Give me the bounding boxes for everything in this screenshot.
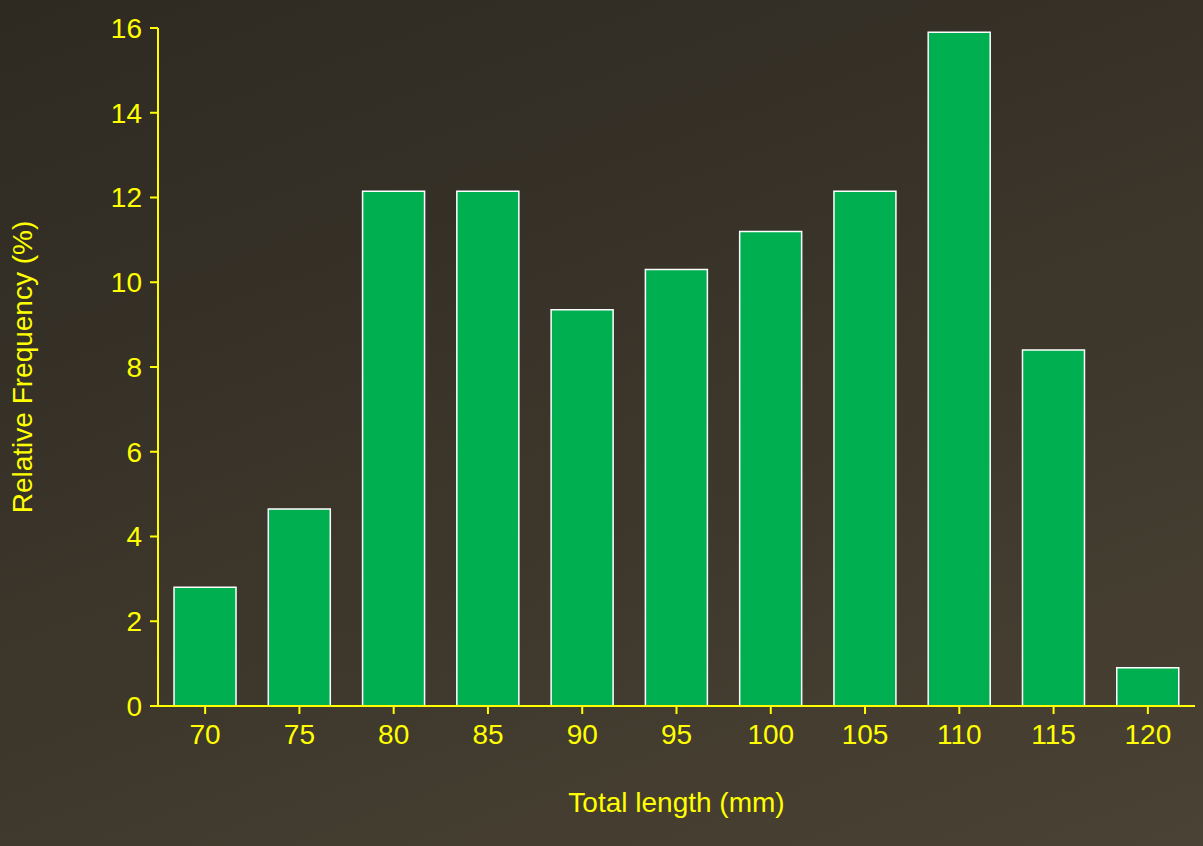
svg-text:75: 75 bbox=[284, 719, 315, 750]
svg-text:80: 80 bbox=[378, 719, 409, 750]
svg-text:10: 10 bbox=[111, 267, 142, 298]
svg-text:100: 100 bbox=[747, 719, 794, 750]
svg-text:120: 120 bbox=[1125, 719, 1172, 750]
svg-text:4: 4 bbox=[126, 521, 142, 552]
svg-text:85: 85 bbox=[472, 719, 503, 750]
svg-text:95: 95 bbox=[661, 719, 692, 750]
svg-text:8: 8 bbox=[126, 352, 142, 383]
svg-text:14: 14 bbox=[111, 98, 142, 129]
svg-text:12: 12 bbox=[111, 182, 142, 213]
svg-text:115: 115 bbox=[1031, 719, 1076, 750]
svg-text:105: 105 bbox=[842, 719, 889, 750]
svg-text:90: 90 bbox=[567, 719, 598, 750]
svg-text:110: 110 bbox=[937, 719, 982, 750]
svg-text:0: 0 bbox=[126, 691, 142, 722]
svg-text:70: 70 bbox=[190, 719, 221, 750]
svg-text:16: 16 bbox=[111, 13, 142, 44]
svg-text:2: 2 bbox=[126, 606, 142, 637]
svg-text:Total length (mm): Total length (mm) bbox=[568, 787, 784, 818]
svg-text:Relative Frequency (%): Relative Frequency (%) bbox=[7, 221, 38, 514]
svg-text:6: 6 bbox=[126, 437, 142, 468]
